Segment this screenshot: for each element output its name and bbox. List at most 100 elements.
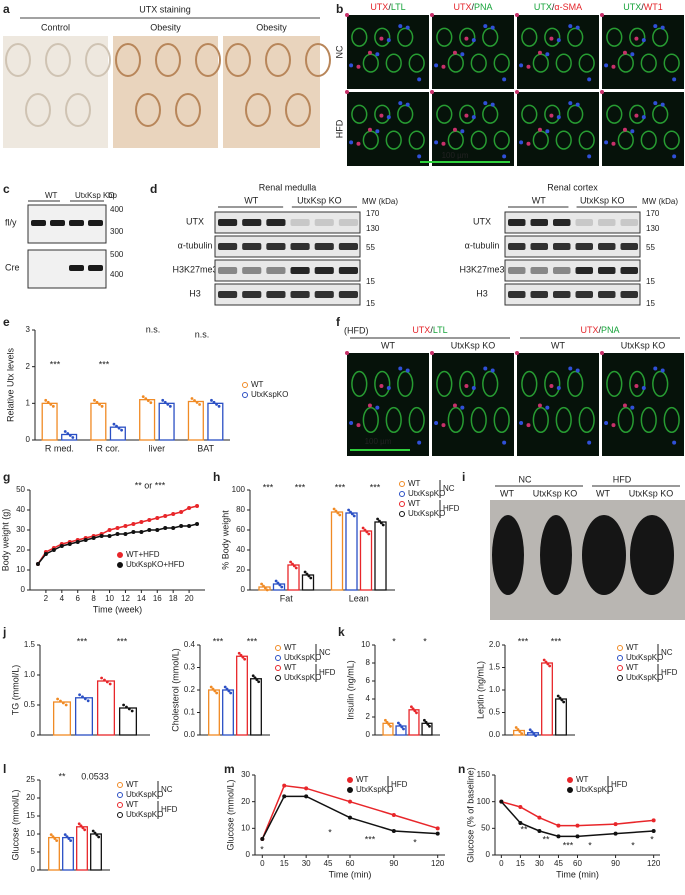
micrograph-nucleus	[471, 115, 476, 120]
blot	[504, 259, 641, 282]
bar	[41, 402, 58, 441]
band	[598, 267, 616, 274]
legend-symbol	[347, 787, 353, 793]
micrograph-nucleus	[398, 366, 403, 371]
tubule	[5, 43, 31, 77]
dot	[560, 698, 564, 702]
micrograph-nucleus	[672, 77, 677, 82]
x-tick-label: 18	[169, 594, 178, 603]
bar	[109, 426, 126, 441]
legend-group: HFD	[319, 668, 336, 677]
micrograph-nucleus	[526, 423, 531, 428]
lane-label: UtxKsp KO	[75, 191, 115, 200]
dot	[97, 835, 101, 839]
y-tick-label: 20	[236, 565, 245, 574]
micrograph-nucleus	[660, 25, 665, 30]
y-tick-label: 2	[26, 362, 31, 371]
tubule	[265, 43, 291, 77]
micrograph	[347, 15, 429, 89]
stain-part: /	[471, 2, 474, 12]
micrograph-nucleus	[630, 405, 635, 410]
micrograph-nucleus	[398, 101, 403, 106]
lane-label: UtxKsp KO	[580, 195, 625, 205]
stain-label: UTX/LTL	[412, 325, 447, 335]
dot	[93, 831, 97, 835]
blot	[214, 283, 361, 306]
bar	[359, 530, 373, 591]
panel-label: b	[336, 2, 343, 16]
mw-label: MW (kDa)	[362, 197, 398, 206]
y-tick-label: 0.3	[184, 663, 196, 672]
significance: ***	[551, 636, 562, 646]
band	[598, 219, 616, 226]
y-tick-label: 1.0	[489, 685, 501, 694]
micrograph-nucleus	[367, 403, 372, 408]
line	[261, 784, 438, 840]
marker	[518, 805, 523, 809]
dot	[237, 651, 241, 655]
dot	[67, 837, 71, 840]
x-tick-label: R cor.	[96, 443, 120, 453]
legend-label: UtxKspKO	[126, 790, 163, 799]
stain-part: PNA	[474, 2, 493, 12]
dot	[349, 510, 352, 514]
blot	[214, 211, 361, 234]
line	[261, 795, 438, 840]
column-label: UtxKsp KO	[629, 488, 674, 498]
bar	[541, 662, 553, 736]
y-tick-label: 6	[366, 676, 371, 685]
dot	[77, 822, 81, 826]
marker	[260, 837, 265, 841]
row-label: H3K27me3	[459, 264, 504, 274]
y-axis-label: Glucose (% of baseline)	[465, 767, 475, 863]
marker-label: 130	[646, 224, 660, 233]
micrograph-structure	[640, 53, 657, 73]
dot	[149, 401, 153, 405]
micrograph-structure	[640, 406, 657, 434]
micrograph-structure	[652, 370, 669, 398]
y-tick-label: 0	[246, 850, 251, 859]
lane-label: bp	[108, 191, 117, 200]
legend-symbol	[347, 777, 353, 783]
micrograph-nucleus	[568, 101, 573, 106]
significance: ***	[213, 636, 224, 646]
bar	[62, 836, 74, 871]
dot	[144, 397, 148, 401]
band	[88, 220, 103, 226]
band	[50, 220, 65, 226]
micrograph-nucleus	[375, 129, 380, 134]
panel-label: h	[213, 470, 220, 484]
dot	[257, 680, 261, 684]
column-label: UtxKsp KO	[533, 488, 578, 498]
micrograph-nucleus	[483, 101, 488, 106]
panel-label: d	[150, 182, 157, 196]
panel-label: i	[462, 470, 465, 484]
panel-title: UTX staining	[139, 4, 191, 14]
legend-label: UtxKspKO+HFD	[126, 560, 185, 569]
blot	[504, 211, 641, 234]
y-axis-label: TG (mmol/L)	[10, 665, 20, 716]
marker	[131, 522, 136, 526]
dot	[423, 718, 426, 722]
micrograph-nucleus	[526, 141, 531, 146]
y-tick-label: 0.5	[24, 700, 36, 709]
legend-group: HFD	[391, 780, 408, 789]
micrograph-nucleus	[672, 440, 677, 445]
dot	[81, 695, 84, 699]
significance: *	[328, 827, 332, 837]
significance: ***	[247, 636, 258, 646]
tubule	[85, 43, 111, 77]
dot	[46, 400, 50, 404]
band	[553, 291, 571, 298]
dot	[66, 432, 70, 435]
dot	[548, 664, 552, 668]
mouse	[492, 515, 524, 595]
band	[338, 267, 358, 274]
micrograph-nucleus	[356, 64, 361, 69]
marker	[179, 510, 184, 514]
micrograph-nucleus	[587, 77, 592, 82]
micrograph-structure	[544, 370, 561, 398]
x-tick-label: 14	[137, 594, 146, 603]
marker	[518, 821, 523, 825]
marker	[171, 526, 176, 530]
